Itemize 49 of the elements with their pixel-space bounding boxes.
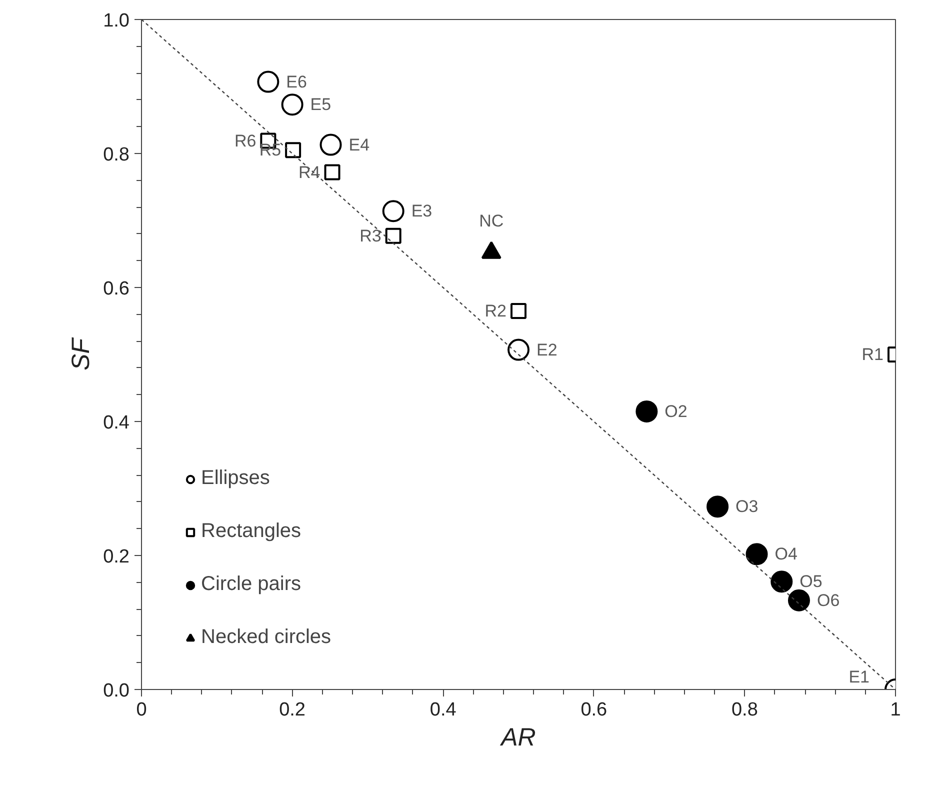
annotation: R3 bbox=[360, 226, 382, 246]
point bbox=[770, 570, 793, 593]
point bbox=[508, 338, 530, 361]
annotation: R1 bbox=[862, 345, 884, 364]
point bbox=[257, 70, 280, 93]
x-tick-label: 0.2 bbox=[279, 700, 306, 720]
point bbox=[746, 543, 768, 566]
y-axis-title: SF bbox=[67, 336, 96, 370]
annotation: O6 bbox=[816, 590, 840, 610]
annotation: E3 bbox=[411, 202, 432, 221]
x-tick-label: 1 bbox=[890, 700, 901, 720]
y-tick-label: 0.6 bbox=[103, 278, 130, 300]
y-tick-label: 0.0 bbox=[103, 680, 130, 702]
annotation: E6 bbox=[286, 72, 307, 92]
annotation: O2 bbox=[664, 402, 688, 421]
annotation: E4 bbox=[348, 135, 370, 154]
point bbox=[788, 589, 810, 612]
point bbox=[385, 228, 402, 244]
annotation: O4 bbox=[774, 544, 798, 564]
annotation: NC bbox=[479, 212, 504, 231]
y-tick-label: 0.4 bbox=[103, 412, 130, 434]
point bbox=[636, 400, 658, 422]
annotation: R2 bbox=[484, 301, 507, 320]
point bbox=[706, 496, 729, 518]
legend-label: Rectangles bbox=[201, 520, 302, 543]
point bbox=[281, 94, 304, 116]
y-tick-label: 0.2 bbox=[103, 546, 130, 568]
point bbox=[510, 302, 526, 319]
x-axis-title: AR bbox=[499, 724, 536, 752]
legend-label: Necked circles bbox=[201, 626, 332, 649]
y-tick-label: 1.0 bbox=[103, 10, 130, 32]
legend-label: Circle pairs bbox=[201, 573, 302, 596]
y-tick-label: 0.8 bbox=[103, 144, 130, 166]
annotation: O5 bbox=[800, 572, 822, 592]
x-tick-label: 0 bbox=[136, 700, 147, 720]
annotation: R4 bbox=[298, 162, 320, 182]
annotation: E1 bbox=[848, 668, 870, 686]
point bbox=[285, 142, 302, 158]
legend-label: Ellipses bbox=[201, 467, 270, 490]
x-tick-label: 0.4 bbox=[430, 700, 457, 720]
annotation: E5 bbox=[310, 95, 332, 114]
point bbox=[320, 134, 342, 156]
annotation: O3 bbox=[736, 497, 758, 516]
annotation: E2 bbox=[536, 340, 558, 360]
point bbox=[324, 164, 340, 180]
x-tick-label: 0.8 bbox=[731, 700, 758, 720]
x-tick-label: 0.6 bbox=[580, 700, 608, 720]
point bbox=[382, 200, 404, 222]
annotation: R6 bbox=[234, 131, 256, 150]
